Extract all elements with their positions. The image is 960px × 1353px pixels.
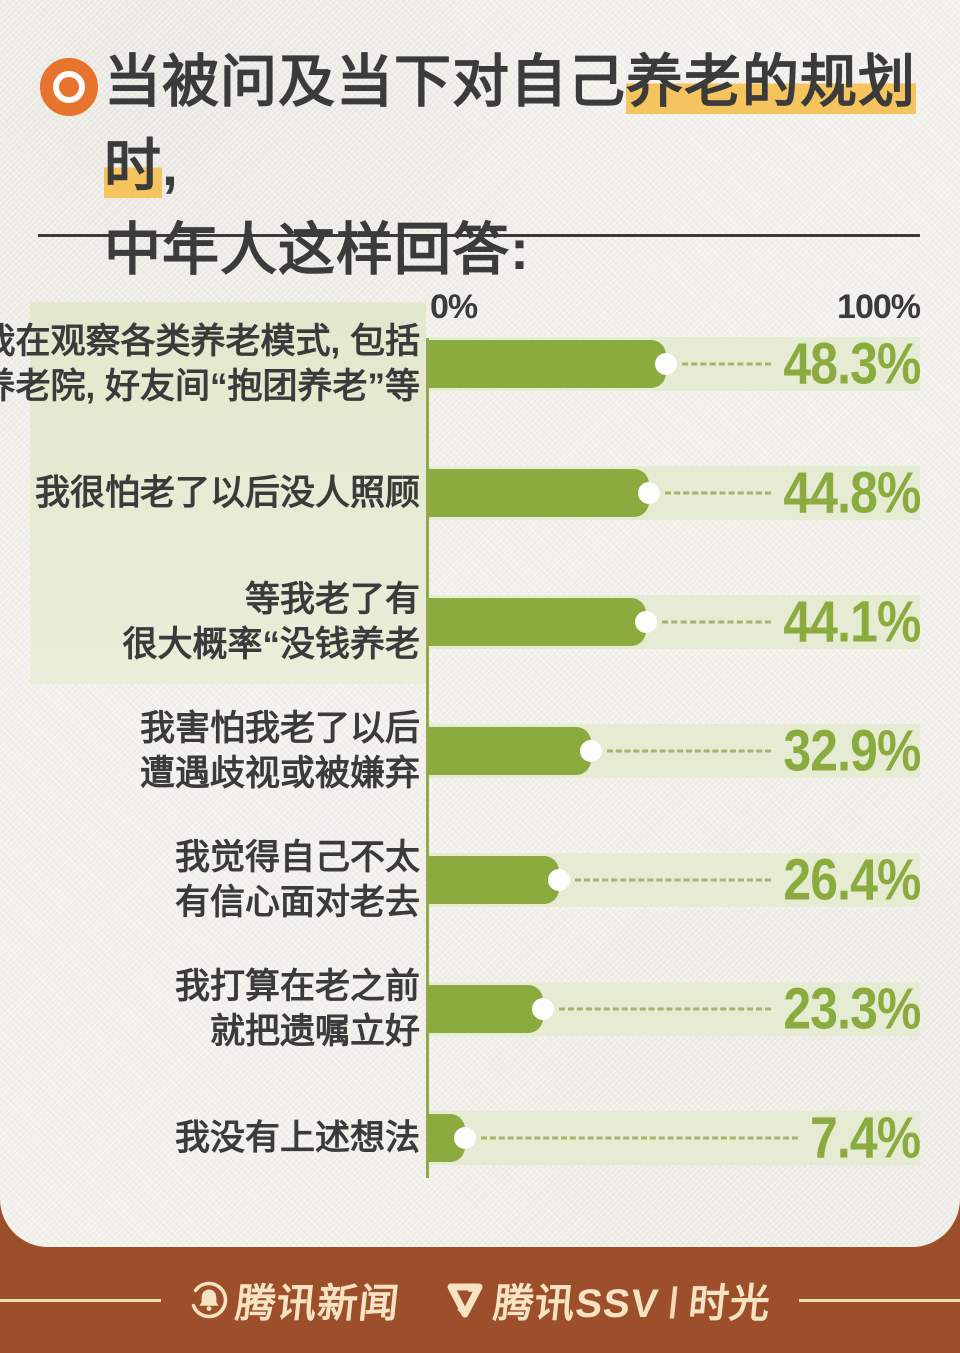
leader-dotted-line	[682, 362, 771, 366]
bar-endpoint-dot-icon	[655, 353, 677, 375]
leader-dotted-line	[559, 1007, 771, 1011]
header-divider	[38, 234, 920, 237]
leader-dotted-line	[607, 749, 771, 753]
bar-value-label: 44.1%	[782, 589, 921, 655]
leader-dotted-line	[662, 620, 771, 624]
footer-right-line	[798, 1298, 960, 1302]
axis-label-hundred: 100%	[837, 288, 921, 326]
time-label: 时光	[686, 1282, 773, 1326]
axis-label-zero: 0%	[430, 288, 478, 326]
footer-separator: |	[667, 1280, 681, 1319]
title-comma: ,	[162, 134, 179, 198]
bar-endpoint-dot-icon	[532, 998, 554, 1020]
ssv-triangle-icon	[447, 1283, 483, 1318]
tencent-ssv-logo: 腾讯SSV | 时光	[442, 1271, 773, 1329]
bar-value-label: 44.8%	[782, 460, 921, 526]
bar-category-label: 我害怕我老了以后 遭遇歧视或被嫌弃	[139, 709, 420, 793]
title-line2: 中年人这样回答:	[104, 218, 530, 282]
bar-endpoint-dot-icon	[548, 869, 570, 891]
bar-endpoint-dot-icon	[580, 740, 602, 762]
news-bell-icon	[190, 1281, 228, 1319]
bar-fill	[429, 985, 543, 1033]
bar-endpoint-dot-icon	[635, 611, 657, 633]
footer-bar: 腾讯新闻 腾讯SSV | 时光	[0, 1247, 960, 1353]
bar-fill	[429, 598, 646, 646]
bar-category-label: 我打算在老之前 就把遗嘱立好	[174, 967, 420, 1051]
bar-value-label: 26.4%	[782, 847, 921, 913]
bar-endpoint-dot-icon	[454, 1127, 476, 1149]
bar-value-label: 48.3%	[782, 331, 921, 397]
bar-category-label: 我觉得自己不太 有信心面对老去	[174, 838, 420, 922]
bar-value-label: 23.3%	[782, 976, 921, 1042]
page-title: 当被问及当下对自己养老的规划时, 中年人这样回答:	[104, 40, 944, 292]
bar-fill	[429, 340, 666, 388]
bar-fill	[429, 856, 559, 904]
tencent-news-logo: 腾讯新闻	[189, 1271, 403, 1329]
bar-category-label: 我很怕老了以后没人照顾	[34, 473, 420, 513]
label-background-block	[30, 302, 426, 684]
tencent-news-label: 腾讯新闻	[233, 1282, 403, 1326]
leader-dotted-line	[665, 491, 771, 495]
bar-category-label: 等我老了有 很大概率“没钱养老	[122, 580, 420, 664]
footer-left-line	[0, 1298, 162, 1302]
bar-category-label: 我没有上述想法	[174, 1118, 420, 1158]
axis-line	[426, 338, 429, 1178]
bullseye-icon	[40, 58, 98, 116]
bar-value-label: 32.9%	[782, 718, 921, 784]
tencent-ssv-label: 腾讯SSV	[491, 1282, 662, 1326]
leader-dotted-line	[481, 1136, 798, 1140]
bar-category-label: 我在观察各类养老模式, 包括 养老院, 好友间“抱团养老”等	[0, 322, 420, 406]
leader-dotted-line	[575, 878, 771, 882]
bar-fill	[429, 469, 649, 517]
bar-endpoint-dot-icon	[638, 482, 660, 504]
bar-value-label: 7.4%	[809, 1105, 921, 1171]
bar-fill	[429, 727, 591, 775]
title-prefix: 当被问及当下对自己	[104, 50, 626, 114]
